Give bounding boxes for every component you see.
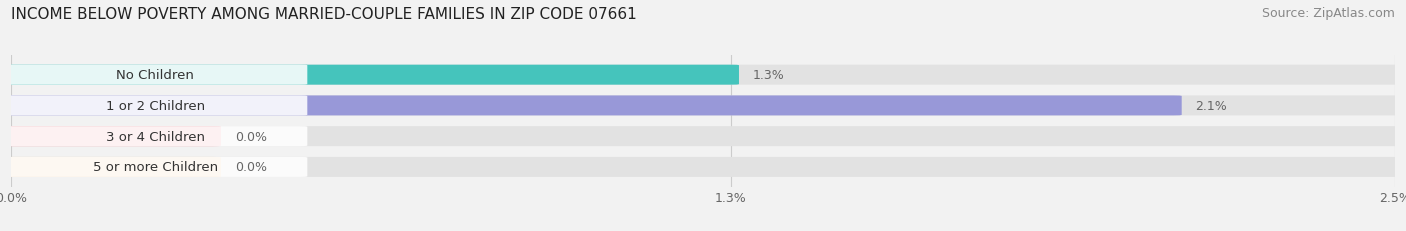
FancyBboxPatch shape — [3, 127, 308, 146]
FancyBboxPatch shape — [3, 127, 1403, 146]
Text: 5 or more Children: 5 or more Children — [93, 161, 218, 174]
FancyBboxPatch shape — [3, 96, 308, 116]
FancyBboxPatch shape — [3, 65, 740, 85]
FancyBboxPatch shape — [3, 157, 308, 177]
Text: 0.0%: 0.0% — [235, 130, 267, 143]
FancyBboxPatch shape — [3, 65, 308, 85]
FancyBboxPatch shape — [3, 157, 221, 177]
Text: 0.0%: 0.0% — [235, 161, 267, 174]
Text: INCOME BELOW POVERTY AMONG MARRIED-COUPLE FAMILIES IN ZIP CODE 07661: INCOME BELOW POVERTY AMONG MARRIED-COUPL… — [11, 7, 637, 22]
Text: 1.3%: 1.3% — [752, 69, 785, 82]
FancyBboxPatch shape — [3, 65, 1403, 85]
Text: Source: ZipAtlas.com: Source: ZipAtlas.com — [1261, 7, 1395, 20]
FancyBboxPatch shape — [3, 157, 1403, 177]
Text: 3 or 4 Children: 3 or 4 Children — [105, 130, 205, 143]
Text: 1 or 2 Children: 1 or 2 Children — [105, 100, 205, 112]
Text: No Children: No Children — [117, 69, 194, 82]
FancyBboxPatch shape — [3, 127, 221, 146]
Text: 2.1%: 2.1% — [1195, 100, 1227, 112]
FancyBboxPatch shape — [3, 96, 1403, 116]
FancyBboxPatch shape — [3, 96, 1181, 116]
